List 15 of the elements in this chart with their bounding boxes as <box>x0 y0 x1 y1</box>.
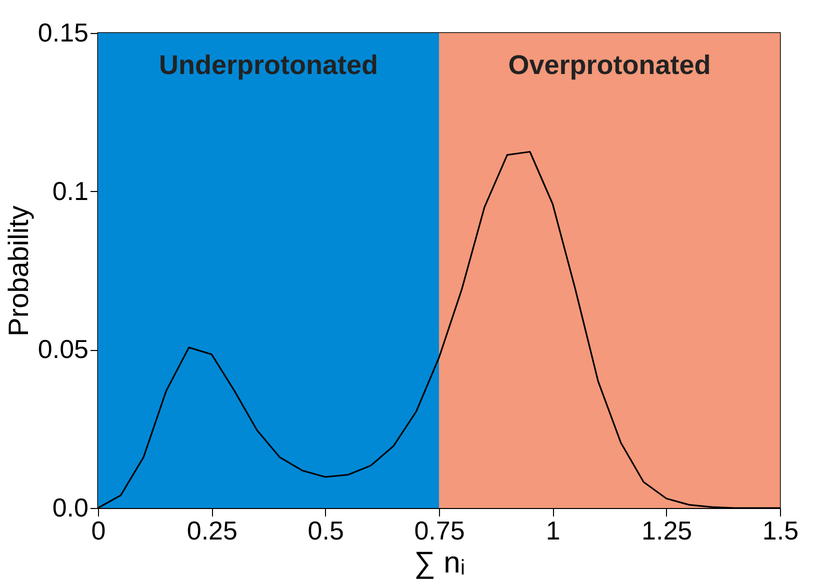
x-axis-title: ∑ nᵢ <box>414 546 466 580</box>
band-label: Underprotonated <box>159 50 378 80</box>
y-tick-label: 0.15 <box>38 18 88 48</box>
y-axis-title: Probability <box>2 206 34 336</box>
y-tick-label: 0.0 <box>52 492 88 522</box>
x-tick-label: 0.5 <box>308 516 344 546</box>
y-tick-label: 0.05 <box>38 334 88 364</box>
x-tick-label: 1.25 <box>642 516 692 546</box>
x-tick-label: 0.75 <box>414 516 465 546</box>
x-tick-label: 1 <box>546 516 560 546</box>
x-tick-label: 1.5 <box>762 516 799 546</box>
x-tick-label: 0 <box>91 516 106 546</box>
band-label: Overprotonated <box>508 50 711 80</box>
y-tick-label: 0.1 <box>52 176 88 206</box>
x-tick-label: 0.25 <box>186 516 238 546</box>
